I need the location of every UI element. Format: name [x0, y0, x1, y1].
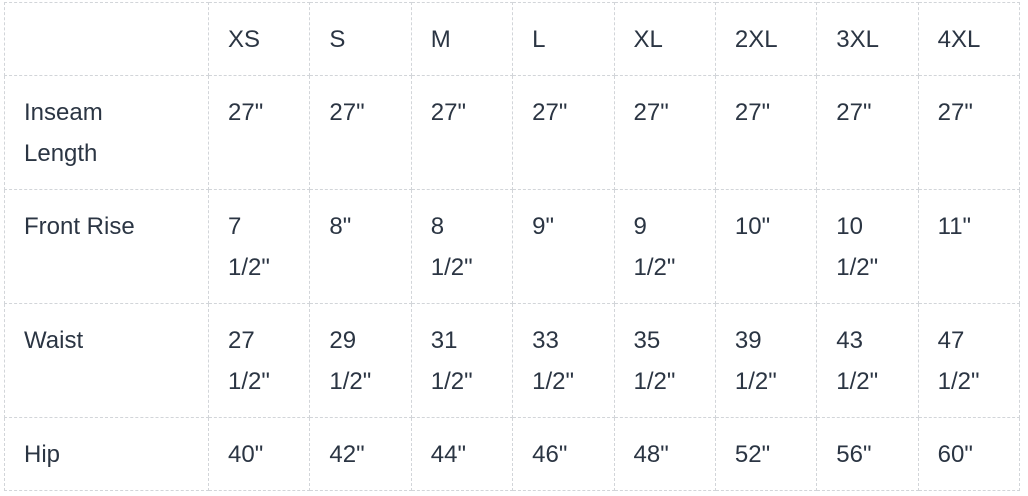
table-cell: 39 1/2" [714, 303, 818, 418]
row-label: Inseam Length [4, 75, 209, 190]
row-label-text: Front Rise [24, 213, 135, 240]
column-header-s: S [309, 2, 412, 76]
table-row-front-rise: Front Rise 7 1/2" 8" 8 1/2" 9" 9 1/2" 10… [4, 189, 1021, 304]
table-cell: 27" [410, 75, 514, 190]
table-cell: 33 1/2" [512, 303, 615, 418]
table-cell: 60" [917, 417, 1021, 491]
size-chart-table: XS S M L XL 2XL 3XL 4XL Inseam Length 27… [4, 2, 1021, 491]
column-header-xl: XL [613, 2, 716, 76]
table-row-hip: Hip 40" 42" 44" 46" 48" 52" 56" 60" [4, 417, 1021, 491]
table-cell: 52" [714, 417, 818, 491]
corner-cell [4, 2, 209, 76]
row-label-text: Inseam Length [24, 99, 103, 167]
column-header-3xl: 3XL [816, 2, 919, 76]
row-label: Front Rise [4, 189, 209, 304]
table-cell: 27" [207, 75, 311, 190]
table-cell: 35 1/2" [613, 303, 716, 418]
table-cell: 48" [613, 417, 716, 491]
table-cell: 43 1/2" [816, 303, 919, 418]
row-label: Waist [4, 303, 209, 418]
table-cell: 9" [512, 189, 615, 304]
table-cell: 27 1/2" [207, 303, 311, 418]
table-cell: 27" [512, 75, 615, 190]
table-cell: 27" [714, 75, 818, 190]
table-cell: 27" [613, 75, 716, 190]
table-row-inseam-length: Inseam Length 27" 27" 27" 27" 27" 27" 27… [4, 75, 1021, 190]
table-cell: 40" [207, 417, 311, 491]
table-cell: 7 1/2" [207, 189, 311, 304]
table-cell: 27" [309, 75, 412, 190]
column-header-xs: XS [207, 2, 311, 76]
table-cell: 42" [309, 417, 412, 491]
table-cell: 9 1/2" [613, 189, 716, 304]
table-cell: 31 1/2" [410, 303, 514, 418]
row-label: Hip [4, 417, 209, 491]
table-cell: 8" [309, 189, 412, 304]
table-cell: 46" [512, 417, 615, 491]
table-cell: 11" [917, 189, 1021, 304]
row-label-text: Waist [24, 327, 84, 354]
table-cell: 10" [714, 189, 818, 304]
table-cell: 27" [816, 75, 919, 190]
table-cell: 27" [917, 75, 1021, 190]
column-header-4xl: 4XL [917, 2, 1021, 76]
column-header-m: M [410, 2, 514, 76]
table-row-waist: Waist 27 1/2" 29 1/2" 31 1/2" 33 1/2" 35… [4, 303, 1021, 418]
column-header-2xl: 2XL [714, 2, 818, 76]
table-cell: 8 1/2" [410, 189, 514, 304]
table-cell: 29 1/2" [309, 303, 412, 418]
row-label-text: Hip [24, 441, 61, 468]
table-cell: 56" [816, 417, 919, 491]
column-header-l: L [512, 2, 615, 76]
table-cell: 47 1/2" [917, 303, 1021, 418]
table-cell: 10 1/2" [816, 189, 919, 304]
header-row: XS S M L XL 2XL 3XL 4XL [4, 2, 1021, 76]
table-cell: 44" [410, 417, 514, 491]
